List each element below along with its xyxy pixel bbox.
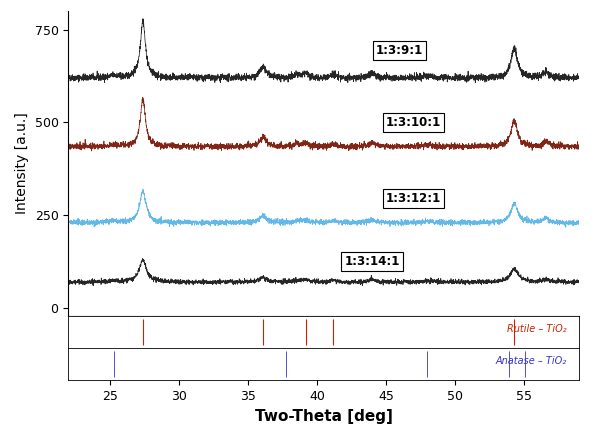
Text: Rutile – TiO₂: Rutile – TiO₂ [507, 324, 566, 334]
Text: 1:3:10:1: 1:3:10:1 [386, 116, 441, 129]
Text: 1:3:14:1: 1:3:14:1 [345, 255, 400, 268]
Text: 1:3:12:1: 1:3:12:1 [386, 192, 441, 205]
Text: Anatase – TiO₂: Anatase – TiO₂ [495, 356, 566, 366]
Text: 1:3:9:1: 1:3:9:1 [376, 44, 424, 57]
X-axis label: Two-Theta [deg]: Two-Theta [deg] [255, 409, 393, 424]
Y-axis label: Intensity [a.u.]: Intensity [a.u.] [15, 113, 29, 214]
